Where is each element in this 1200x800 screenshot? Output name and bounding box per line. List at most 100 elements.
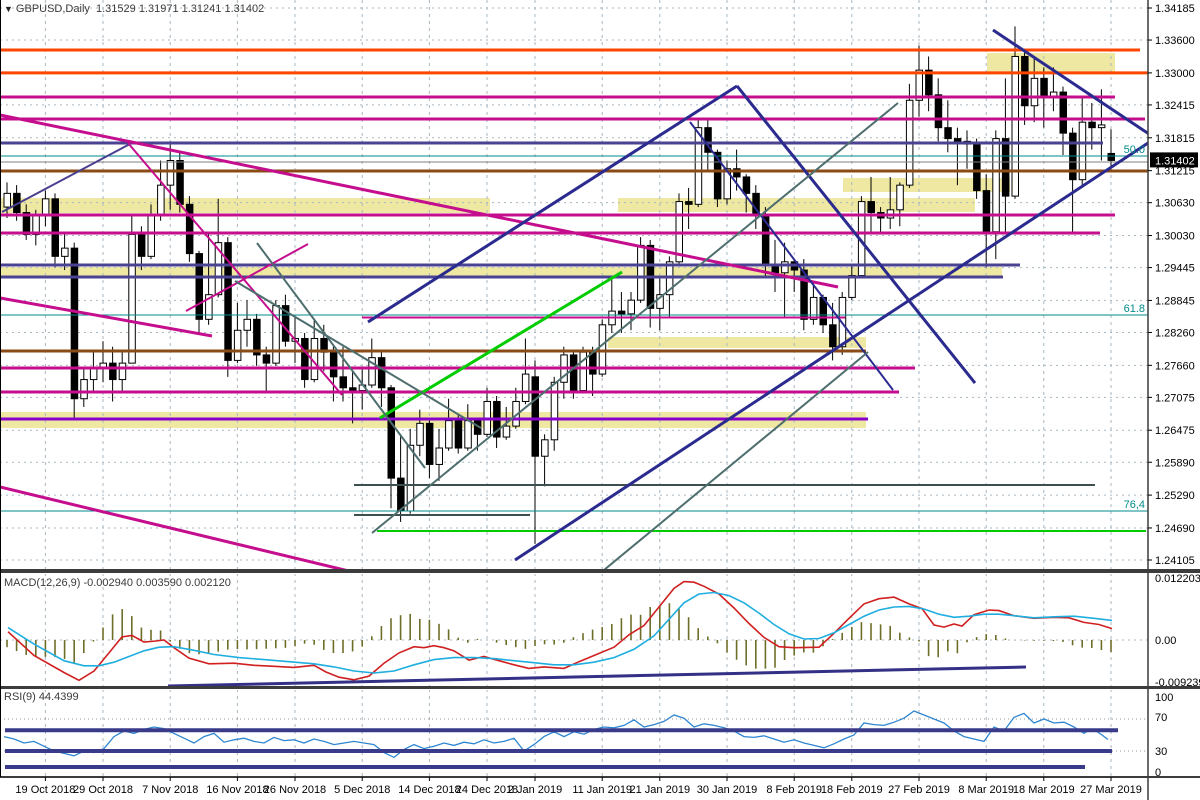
rsi-axis-label: 70 (1155, 712, 1167, 724)
rsi-pane[interactable] (0, 689, 1148, 777)
candle-bullish (61, 247, 69, 257)
candle-bearish (185, 203, 194, 255)
trend-line[interactable] (1, 143, 131, 213)
date-axis-label: 8 Feb 2019 (766, 784, 822, 796)
date-axis-label: 16 Nov 2018 (206, 784, 268, 796)
date-axis-label: 14 Dec 2018 (398, 784, 460, 796)
candle-bullish (1097, 124, 1106, 129)
trend-line[interactable] (127, 142, 343, 396)
date-axis-label: 27 Mar 2019 (1080, 784, 1142, 796)
trend-line[interactable] (256, 242, 426, 469)
candle-bullish (128, 233, 136, 364)
candle-bullish (992, 138, 1000, 233)
price-axis-label: 1.28845 (1155, 295, 1195, 307)
price-axis-label: 1.28260 (1155, 327, 1195, 339)
candle-bullish (896, 184, 904, 211)
candle-bearish (829, 324, 837, 348)
trend-line[interactable] (992, 28, 1155, 138)
date-axis-label: 8 Mar 2019 (958, 784, 1014, 796)
candle-bearish (253, 318, 261, 356)
candle-bearish (329, 351, 338, 378)
trend-line[interactable] (379, 270, 623, 420)
candle-bearish (742, 176, 751, 194)
price-axis-label: 1.30630 (1155, 198, 1195, 210)
trend-line[interactable] (735, 85, 977, 384)
candle-bullish (368, 357, 376, 386)
candle-bullish (809, 296, 818, 320)
macd-trend-line[interactable] (167, 665, 1027, 686)
rsi-axis-label: 0 (1155, 767, 1161, 779)
macd-axis-max: 0.012203 (1155, 573, 1200, 585)
candle-bullish (89, 368, 98, 381)
candle-bearish (1088, 121, 1096, 129)
trend-line[interactable] (603, 351, 869, 570)
price-axis[interactable]: 1.34185 1.33600 1.33000 1.32415 1.31815 1.312… (1124, 3, 1200, 779)
candle-bullish (464, 420, 472, 449)
candle-bullish (502, 425, 511, 438)
macd-signal-line (7, 591, 1113, 674)
main-price-pane[interactable] (0, 0, 1155, 573)
date-axis-label: 24 Dec 2018 (456, 784, 518, 796)
highlight-zone (608, 337, 866, 348)
trend-line[interactable] (0, 296, 213, 338)
candle-bearish (109, 362, 117, 381)
date-axis-label: 18 Mar 2019 (1013, 784, 1075, 796)
candle-bearish (195, 253, 203, 320)
candle-bearish (387, 387, 395, 479)
macd-pane[interactable] (0, 573, 1148, 687)
candle-bullish (781, 261, 789, 274)
trend-line[interactable] (0, 485, 357, 573)
current-price-badge (1150, 152, 1198, 168)
price-axis-label: 1.31215 (1155, 166, 1195, 178)
trend-line[interactable] (185, 243, 309, 312)
candle-bullish (598, 324, 607, 375)
candle-bearish (339, 376, 347, 389)
candle-bullish (3, 192, 11, 208)
price-axis-label: 1.26475 (1155, 425, 1195, 437)
candle-bearish (569, 354, 578, 392)
candle-bullish (118, 362, 127, 381)
candle-bullish (233, 329, 242, 361)
highlight-zone (0, 198, 490, 214)
candle-bearish (425, 422, 434, 465)
trend-line[interactable] (0, 113, 839, 289)
date-axis-label: 21 Jan 2019 (630, 784, 691, 796)
candle-bearish (454, 420, 463, 449)
candle-bearish (617, 310, 626, 315)
price-axis-label: 1.25290 (1155, 490, 1195, 502)
candle-bearish (973, 143, 981, 192)
date-axis-label: 30 Jan 2019 (697, 784, 758, 796)
candle-bullish (166, 160, 175, 186)
candle-bearish (1107, 152, 1115, 161)
trend-line[interactable] (367, 84, 738, 324)
candle-bearish (925, 69, 933, 96)
candle-bullish (1011, 55, 1019, 197)
candle-bullish (147, 214, 155, 257)
price-axis-label: 1.30030 (1155, 231, 1195, 243)
candle-bullish (521, 373, 530, 402)
trend-line[interactable] (689, 121, 894, 391)
chart-dropdown-icon[interactable]: ▼ (4, 4, 13, 14)
candle-bearish (800, 269, 808, 320)
price-axis-label: 1.33000 (1155, 68, 1195, 80)
candle-bullish (435, 447, 443, 465)
price-axis-label: 1.33600 (1155, 35, 1195, 47)
macd-main-line (7, 580, 1113, 682)
trend-line[interactable] (514, 141, 1148, 562)
candle-bearish (349, 387, 357, 392)
trend-line[interactable] (234, 280, 482, 429)
candle-bullish (1030, 77, 1039, 107)
date-axis-label: 19 Oct 2018 (15, 784, 75, 796)
price-axis-label: 1.27075 (1155, 392, 1195, 404)
candle-bullish (694, 127, 703, 205)
candle-bullish (416, 422, 424, 446)
date-axis-label: 5 Dec 2018 (334, 784, 390, 796)
highlight-zone (618, 198, 975, 212)
trend-line[interactable] (371, 102, 899, 534)
price-axis-label: 1.32415 (1155, 100, 1195, 112)
candle-bearish (377, 357, 386, 389)
date-axis-label: 11 Jan 2019 (572, 784, 632, 796)
candle-bullish (550, 381, 559, 441)
